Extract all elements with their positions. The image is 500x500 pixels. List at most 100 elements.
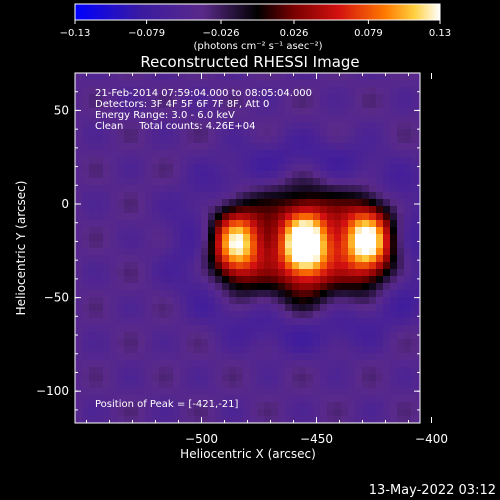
heatmap-cell (131, 234, 139, 242)
heatmap-cell (103, 388, 111, 396)
heatmap-cell (411, 374, 419, 382)
heatmap-cell (229, 339, 237, 347)
heatmap-cell (271, 143, 279, 151)
heatmap-cell (278, 290, 286, 298)
heatmap-cell (411, 346, 419, 354)
heatmap-cell (397, 402, 405, 410)
heatmap-cell (418, 157, 420, 165)
heatmap-cell (187, 213, 195, 221)
heatmap-cell (292, 255, 300, 263)
heatmap-cell (222, 185, 230, 193)
heatmap-cell (103, 290, 111, 298)
heatmap-cell (299, 164, 307, 172)
heatmap-cell (362, 143, 370, 151)
heatmap-cell (131, 87, 139, 95)
heatmap-cell (383, 178, 391, 186)
heatmap-cell (131, 178, 139, 186)
heatmap-cell (327, 234, 335, 242)
heatmap-cell (383, 353, 391, 361)
heatmap-cell (257, 276, 265, 284)
heatmap-cell (145, 206, 153, 214)
heatmap-cell (390, 360, 398, 368)
heatmap-cell (334, 304, 342, 312)
heatmap-cell (103, 346, 111, 354)
heatmap-cell (285, 360, 293, 368)
heatmap-cell (145, 122, 153, 130)
heatmap-cell (348, 94, 356, 102)
heatmap-cell (159, 409, 167, 417)
heatmap-cell (362, 367, 370, 375)
heatmap-cell (117, 381, 125, 389)
heatmap-cell (362, 220, 370, 228)
heatmap-cell (320, 227, 328, 235)
heatmap-cell (208, 409, 216, 417)
heatmap-cell (418, 332, 420, 340)
heatmap-cell (131, 192, 139, 200)
heatmap-cell (208, 367, 216, 375)
heatmap-cell (404, 122, 412, 130)
heatmap-cell (390, 290, 398, 298)
heatmap-cell (243, 332, 251, 340)
heatmap-cell (166, 115, 174, 123)
heatmap-cell (278, 395, 286, 403)
heatmap-cell (313, 374, 321, 382)
heatmap-cell (411, 73, 419, 81)
heatmap-cell (82, 73, 90, 81)
heatmap-cell (383, 157, 391, 165)
heatmap-cell (131, 269, 139, 277)
heatmap-cell (299, 157, 307, 165)
heatmap-cell (215, 262, 223, 270)
heatmap-cell (383, 115, 391, 123)
heatmap-cell (194, 164, 202, 172)
heatmap-cell (222, 276, 230, 284)
heatmap-cell (159, 164, 167, 172)
heatmap-cell (173, 108, 181, 116)
heatmap-cell (152, 178, 160, 186)
heatmap-cell (383, 220, 391, 228)
heatmap-cell (110, 136, 118, 144)
heatmap-cell (131, 206, 139, 214)
heatmap-cell (138, 185, 146, 193)
heatmap-cell (201, 73, 209, 81)
heatmap-cell (369, 213, 377, 221)
heatmap-cell (201, 234, 209, 242)
heatmap-cell (103, 213, 111, 221)
heatmap-cell (376, 178, 384, 186)
heatmap-cell (124, 388, 132, 396)
heatmap-cell (201, 178, 209, 186)
heatmap-cell (383, 276, 391, 284)
heatmap-cell (222, 374, 230, 382)
heatmap-cell (194, 395, 202, 403)
heatmap-cell (222, 73, 230, 81)
heatmap-cell (229, 290, 237, 298)
heatmap-cell (404, 94, 412, 102)
heatmap-cell (390, 381, 398, 389)
heatmap-cell (320, 157, 328, 165)
heatmap-cell (166, 80, 174, 88)
heatmap-cell (180, 402, 188, 410)
heatmap-cell (89, 73, 97, 81)
heatmap-cell (124, 150, 132, 158)
heatmap-cell (152, 220, 160, 228)
heatmap-cell (299, 255, 307, 263)
heatmap-cell (75, 248, 83, 256)
heatmap-cell (278, 332, 286, 340)
heatmap-cell (292, 346, 300, 354)
heatmap-cell (243, 311, 251, 319)
heatmap-cell (159, 388, 167, 396)
heatmap-cell (131, 416, 139, 423)
heatmap-cell (110, 234, 118, 242)
heatmap-cell (376, 213, 384, 221)
heatmap-cell (82, 290, 90, 298)
heatmap-cell (313, 381, 321, 389)
heatmap-cell (362, 213, 370, 221)
heatmap-cell (355, 311, 363, 319)
heatmap-cell (313, 157, 321, 165)
heatmap-cell (187, 129, 195, 137)
heatmap-cell (117, 248, 125, 256)
heatmap-cell (124, 157, 132, 165)
heatmap-cell (299, 402, 307, 410)
y-axis-label: Heliocentric Y (arcsec) (14, 181, 28, 316)
heatmap-cell (243, 171, 251, 179)
timestamp: 13-May-2022 03:12 (369, 483, 496, 498)
